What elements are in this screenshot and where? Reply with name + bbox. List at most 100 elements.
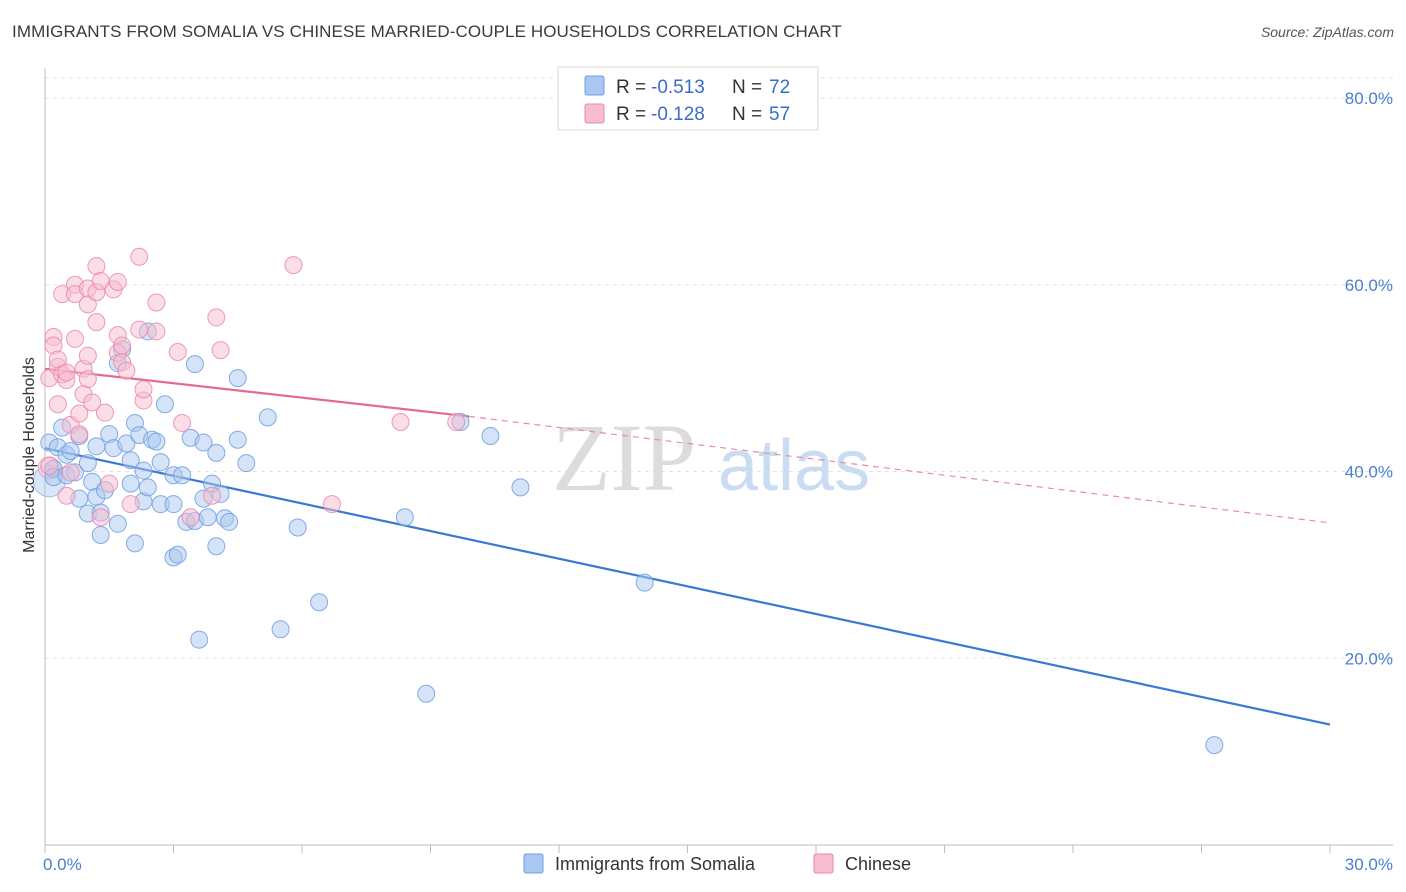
point-chinese-30 — [91, 508, 110, 527]
point-chinese-22 — [78, 346, 97, 365]
y-axis-label-group: Married-couple Households — [21, 357, 38, 553]
point-somalia-43 — [173, 466, 192, 485]
point-chinese-45 — [147, 322, 166, 341]
point-somalia-48 — [190, 630, 209, 649]
point-somalia-46 — [185, 355, 204, 374]
point-chinese-51 — [207, 308, 226, 327]
legend-n-label-chinese: N = — [732, 104, 762, 125]
point-chinese-55 — [391, 413, 410, 432]
y-tick-label-1: 40.0% — [1345, 463, 1393, 482]
data-points — [32, 247, 1224, 755]
point-somalia-7 — [61, 441, 80, 460]
legend-swatch-chinese — [584, 103, 605, 124]
point-somalia-58 — [228, 430, 247, 449]
legend-n-value-somalia: 72 — [769, 77, 790, 98]
point-somalia-61 — [258, 408, 277, 427]
point-somalia-25 — [121, 451, 140, 470]
point-chinese-11 — [57, 363, 76, 382]
point-chinese-13 — [61, 463, 80, 482]
trend-line-chinese — [44, 367, 470, 418]
point-somalia-28 — [125, 534, 144, 553]
bottom-legend-swatch-chinese — [813, 853, 834, 874]
legend-box: R = -0.513 N = 72 R = -0.128 N = 57 — [557, 66, 819, 131]
point-somalia-35 — [147, 432, 166, 451]
point-somalia-12 — [78, 454, 97, 473]
point-chinese-26 — [87, 257, 106, 276]
point-somalia-64 — [310, 593, 329, 612]
y-tick-label-3: 80.0% — [1345, 89, 1393, 108]
point-somalia-57 — [220, 512, 239, 531]
point-somalia-68 — [481, 427, 500, 446]
point-chinese-56 — [447, 413, 466, 432]
point-somalia-32 — [138, 478, 157, 497]
chart-title: IMMIGRANTS FROM SOMALIA VS CHINESE MARRI… — [12, 22, 842, 41]
trend-lines — [44, 367, 1331, 726]
point-somalia-69 — [511, 478, 530, 497]
point-chinese-46 — [147, 293, 166, 312]
point-chinese-52 — [211, 341, 230, 360]
point-somalia-60 — [237, 454, 256, 473]
bottom-legend-label-chinese: Chinese — [845, 854, 911, 874]
legend-swatch-somalia — [584, 75, 605, 96]
point-somalia-70 — [635, 573, 654, 592]
trend-line-somalia — [44, 447, 1331, 726]
point-somalia-17 — [91, 525, 110, 544]
point-chinese-31 — [95, 403, 114, 422]
y-tick-label-2: 60.0% — [1345, 276, 1393, 295]
watermark-zip: ZIP — [552, 404, 696, 511]
axes — [44, 68, 1393, 853]
point-somalia-24 — [117, 434, 136, 453]
point-chinese-34 — [108, 272, 127, 291]
point-chinese-17 — [70, 425, 89, 444]
point-chinese-47 — [168, 342, 187, 361]
point-somalia-37 — [151, 453, 170, 472]
point-chinese-44 — [134, 380, 153, 399]
point-chinese-41 — [130, 320, 149, 339]
point-somalia-63 — [288, 518, 307, 537]
point-somalia-49 — [194, 433, 213, 452]
legend-n-label-somalia: N = — [732, 77, 762, 98]
bottom-legend-label-somalia: Immigrants from Somalia — [555, 854, 756, 874]
point-chinese-48 — [173, 413, 192, 432]
point-chinese-18 — [70, 404, 89, 423]
point-chinese-54 — [322, 495, 341, 514]
point-chinese-25 — [83, 393, 102, 412]
bottom-legend-swatch-somalia — [523, 853, 544, 874]
chart-source: Source: ZipAtlas.com — [1260, 24, 1394, 40]
point-somalia-54 — [207, 537, 226, 556]
y-tick-label-0: 20.0% — [1345, 649, 1393, 668]
point-chinese-49 — [181, 508, 200, 527]
point-somalia-42 — [168, 545, 187, 564]
point-somalia-14 — [87, 437, 106, 456]
point-chinese-53 — [284, 256, 303, 275]
point-somalia-31 — [134, 461, 153, 480]
point-somalia-22 — [108, 514, 127, 533]
y-axis-label: Married-couple Households — [21, 357, 38, 553]
point-somalia-26 — [121, 474, 140, 493]
point-chinese-23 — [78, 370, 97, 389]
point-chinese-40 — [121, 495, 140, 514]
point-somalia-66 — [417, 684, 436, 703]
x-tick-label-1: 30.0% — [1345, 855, 1393, 874]
point-somalia-53 — [207, 443, 226, 462]
point-chinese-1 — [40, 456, 59, 475]
point-chinese-38 — [113, 336, 132, 355]
legend-n-value-chinese: 57 — [769, 104, 790, 125]
point-chinese-32 — [100, 474, 119, 493]
legend-r-label-chinese: R = — [616, 104, 646, 125]
point-somalia-51 — [198, 508, 217, 527]
legend-r-label-somalia: R = — [616, 77, 646, 98]
point-chinese-10 — [57, 486, 76, 505]
point-somalia-62 — [271, 620, 290, 639]
point-somalia-59 — [228, 369, 247, 388]
point-chinese-42 — [130, 247, 149, 266]
legend-r-value-somalia: -0.513 — [651, 77, 705, 98]
point-somalia-39 — [164, 495, 183, 514]
point-chinese-39 — [117, 361, 136, 380]
point-somalia-71 — [1205, 736, 1224, 755]
legend-r-value-chinese: -0.128 — [651, 104, 705, 125]
point-somalia-38 — [155, 395, 174, 414]
point-chinese-27 — [87, 313, 106, 332]
watermark-atlas: atlas — [718, 426, 870, 506]
